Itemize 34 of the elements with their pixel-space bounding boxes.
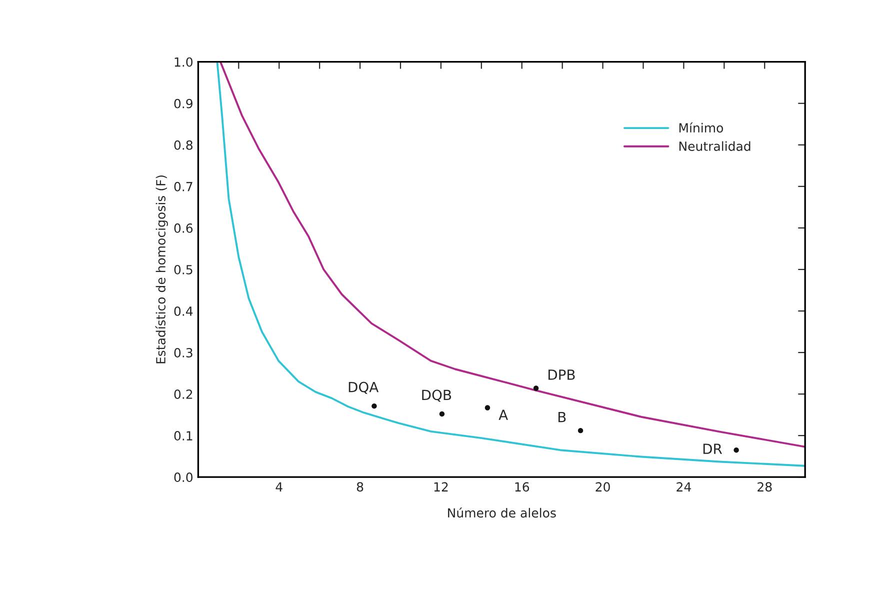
y-tick-label: 0.8 xyxy=(174,140,192,150)
y-tick-label: 0.3 xyxy=(174,348,192,358)
legend-label: Mínimo xyxy=(679,122,724,133)
y-tick-label: 0.7 xyxy=(174,182,192,192)
x-tick-label: 24 xyxy=(676,482,691,492)
point xyxy=(533,386,539,391)
y-tick-label: 0.1 xyxy=(174,431,192,440)
y-tick-label: 0.4 xyxy=(174,306,193,316)
y-axis-title: Estadístico de homocigosis (F) xyxy=(155,175,168,364)
legend-label: Neutralidad xyxy=(679,141,750,151)
annotation: DQA xyxy=(348,382,379,394)
x-tick-label: 12 xyxy=(434,482,448,492)
annotation: DQB xyxy=(422,390,452,402)
x-tick-label: 20 xyxy=(596,482,610,492)
x-axis-title: Número de alelos xyxy=(448,507,556,518)
y-tick-label: 0.9 xyxy=(174,98,192,108)
y-tick-label: 0.2 xyxy=(174,390,192,399)
x-tick-label: 28 xyxy=(758,482,772,492)
annotation: DPB xyxy=(548,370,575,380)
point xyxy=(484,405,490,410)
point xyxy=(439,411,445,417)
x-tick-label: 4 xyxy=(276,482,282,492)
point xyxy=(578,428,584,434)
y-tick-label: 0.0 xyxy=(174,472,193,482)
point xyxy=(734,448,739,453)
y-tick-label: 0.5 xyxy=(174,264,192,274)
x-tick-label: 8 xyxy=(356,482,364,492)
annotation: A xyxy=(498,410,508,420)
y-tick-label: 1.0 xyxy=(174,57,193,67)
point xyxy=(372,403,377,409)
annotation: B xyxy=(558,412,566,422)
y-tick-label: 0.6 xyxy=(174,223,193,233)
annotation: DR xyxy=(703,444,722,454)
x-tick-label: 16 xyxy=(515,482,530,492)
